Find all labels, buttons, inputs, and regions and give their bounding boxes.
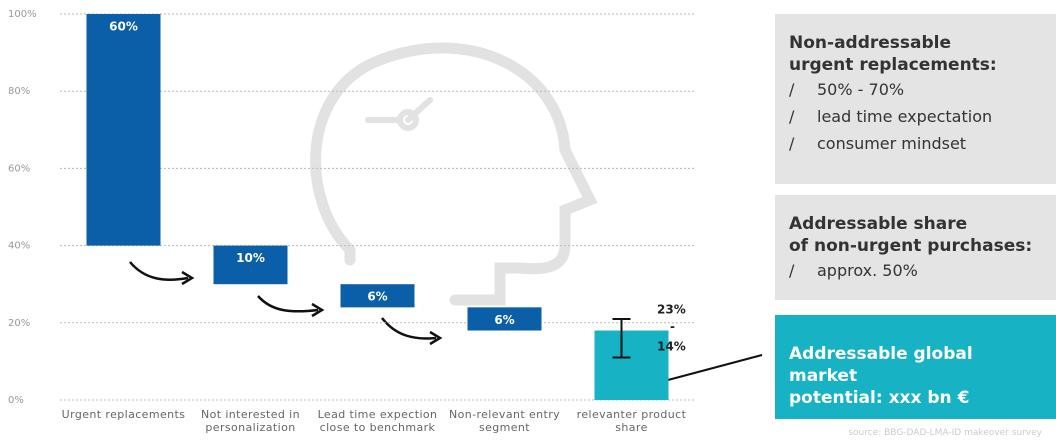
bullet: / approx. 50% [789,257,1042,284]
bullet-text: lead time expectation [817,107,993,126]
bullet-text: 50% - 70% [817,80,905,99]
head-illustration [310,42,598,306]
panel-title: potential: xxx bn € [789,388,970,408]
flow-arrows [129,261,443,346]
annotation: 23% [657,303,686,317]
bullet: / 50% - 70% [789,76,1042,103]
y-tick-label: 20% [8,318,30,329]
bar [213,245,288,285]
panel-title: Non-addressable [789,33,952,53]
bar [467,307,542,331]
info-panel: Addressable global market potential: xxx … [775,315,1056,419]
bullet-text: approx. 50% [817,261,918,280]
bullet-marker: / [789,134,795,153]
value-label: 6% [494,313,514,327]
y-tick-label: 40% [8,241,30,252]
error-bar [612,317,631,359]
bullet-marker: / [789,80,795,99]
x-tick-label: Non-relevant entry segment [448,408,561,434]
bullet: / consumer mindset [789,130,1042,157]
bullet-marker: / [789,261,795,280]
y-tick-label: 80% [8,86,30,97]
y-tick-label: 60% [8,163,30,174]
connector [667,354,763,381]
x-tick-label: Urgent replacements [61,408,186,421]
value-label: 60% [109,20,138,34]
bar [340,284,415,308]
bar [86,14,161,246]
annotation: 14% [657,340,686,354]
bullet-text: consumer mindset [817,134,967,153]
value-label: 10% [236,251,265,265]
value-label: 6% [367,290,387,304]
y-tick-label: 100% [8,9,37,20]
info-panel: Addressable share of non-urgent purchases… [775,195,1056,300]
x-tick-label: Lead time expection close to benchmark [317,408,438,434]
bullet-marker: / [789,107,795,126]
panel-title: Addressable share [789,214,968,234]
y-tick-label: 0% [8,395,24,406]
bar [594,330,669,400]
panel-title: urgent replacements: [789,55,997,75]
info-panel: Non-addressable urgent replacements: / 50% … [775,14,1056,184]
bullet: / lead time expectation [789,103,1042,130]
panel-title: Addressable global market [789,344,973,386]
annotation: - [670,320,675,334]
panel-title: of non-urgent purchases: [789,236,1033,256]
chart: 0% 20% 40% 60% 80% 100% 60% 10% 6% 6% 23% - 14% [8,9,763,406]
x-tick-label: relevanter product share [576,408,687,434]
x-tick-label: Not interested in personalization [200,408,301,434]
source: source: BBG-DAD-LMA-ID makeover survey [848,428,1042,438]
